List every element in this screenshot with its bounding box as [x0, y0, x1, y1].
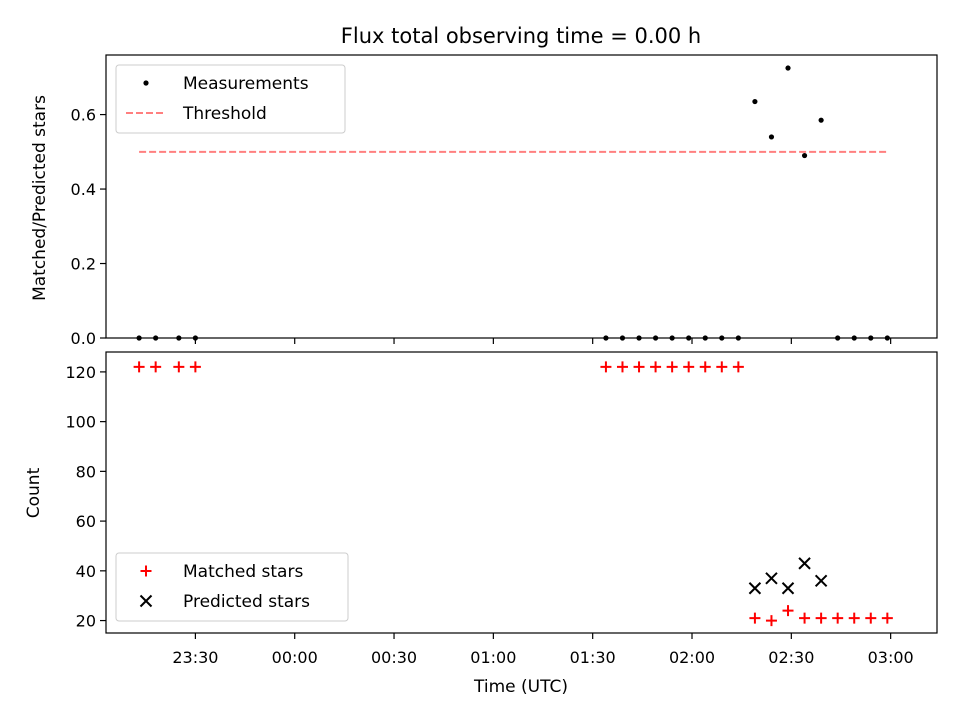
data-point — [801, 152, 808, 159]
plot-frame — [105, 54, 938, 339]
data-point — [666, 361, 678, 373]
x-tick-label: 00:30 — [371, 648, 417, 667]
x-tick-label: 23:30 — [172, 648, 218, 667]
legend: Measurements Threshold — [115, 64, 346, 134]
data-point — [884, 335, 890, 341]
data-point — [748, 582, 762, 595]
legend-plus-marker — [140, 565, 152, 577]
legend-box — [115, 552, 349, 622]
data-point — [652, 335, 659, 341]
data-point — [765, 615, 777, 627]
data-point — [633, 361, 645, 373]
y-tick-label: 40 — [76, 562, 96, 581]
y-tick-label: 100 — [65, 413, 96, 432]
legend-dot-marker — [143, 80, 149, 86]
data-point — [749, 612, 761, 624]
legend: Matched stars Predicted stars — [115, 552, 349, 622]
top-y-axis-label: Matched/Predicted stars — [30, 95, 50, 301]
data-point — [669, 335, 675, 341]
data-point — [782, 605, 794, 617]
data-point — [173, 361, 185, 373]
data-point — [735, 335, 741, 341]
data-point — [153, 335, 159, 341]
data-point — [868, 335, 874, 341]
data-point — [818, 117, 824, 123]
data-point — [683, 361, 695, 373]
data-point — [619, 335, 626, 341]
data-point — [192, 335, 198, 341]
y-tick-label: 60 — [76, 512, 96, 531]
data-point — [835, 335, 841, 341]
x-axis-label: Time (UTC) — [473, 677, 568, 697]
chart-title: Flux total observing time = 0.00 h — [341, 24, 701, 48]
data-point — [832, 612, 844, 624]
legend-label: Measurements — [183, 74, 309, 94]
x-tick-label: 03:00 — [868, 648, 914, 667]
data-point — [686, 335, 692, 341]
legend-label: Threshold — [182, 104, 267, 124]
data-point — [702, 335, 708, 341]
data-point — [719, 335, 725, 341]
data-point — [136, 335, 142, 341]
x-tick-label: 01:30 — [570, 648, 616, 667]
data-point — [600, 361, 612, 373]
data-point — [616, 361, 628, 373]
y-tick-label: 120 — [65, 363, 96, 382]
y-tick-label: 0.6 — [71, 106, 96, 125]
data-point — [636, 335, 642, 341]
data-point — [752, 98, 758, 105]
data-point — [189, 361, 201, 373]
x-tick-label: 01:00 — [470, 648, 516, 667]
legend-box — [115, 64, 346, 134]
data-point — [881, 612, 893, 624]
data-point — [133, 361, 145, 373]
data-point — [732, 361, 744, 373]
data-point — [150, 361, 162, 373]
data-point — [851, 335, 857, 341]
y-tick-label: 80 — [76, 462, 96, 481]
y-tick-label: 20 — [76, 612, 96, 631]
legend-x-marker — [139, 594, 153, 608]
y-tick-label: 0.0 — [71, 329, 96, 348]
data-point — [785, 65, 791, 71]
data-point — [716, 361, 728, 373]
data-point — [814, 574, 828, 587]
x-tick-label: 02:30 — [768, 648, 814, 667]
data-point — [865, 612, 877, 624]
top-panel: 0.0 0.2 0.4 0.6 Measurements Threshold — [71, 54, 938, 348]
y-tick-label: 0.4 — [71, 180, 96, 199]
data-point — [799, 612, 811, 624]
data-point — [781, 582, 795, 595]
legend-label: Matched stars — [183, 562, 303, 582]
legend-label: Predicted stars — [183, 592, 310, 612]
data-point — [815, 612, 827, 624]
plot-frame — [105, 351, 938, 634]
x-tick-label: 00:00 — [272, 648, 318, 667]
data-point — [848, 612, 860, 624]
data-point — [798, 557, 811, 570]
data-point — [768, 134, 775, 140]
data-point — [650, 361, 662, 373]
bottom-panel: 20 40 60 80 100 120 23:30 00:00 00:30 01:00 01:30 0… — [65, 351, 938, 667]
data-point — [176, 335, 182, 341]
x-tick-label: 02:00 — [669, 648, 715, 667]
bottom-y-axis-label: Count — [24, 467, 44, 518]
data-point — [765, 572, 778, 585]
y-tick-label: 0.2 — [71, 255, 96, 274]
data-point — [699, 361, 711, 373]
data-point — [603, 335, 609, 341]
